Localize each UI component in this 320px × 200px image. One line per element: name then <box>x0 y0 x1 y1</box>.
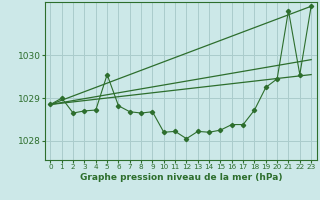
X-axis label: Graphe pression niveau de la mer (hPa): Graphe pression niveau de la mer (hPa) <box>80 173 282 182</box>
